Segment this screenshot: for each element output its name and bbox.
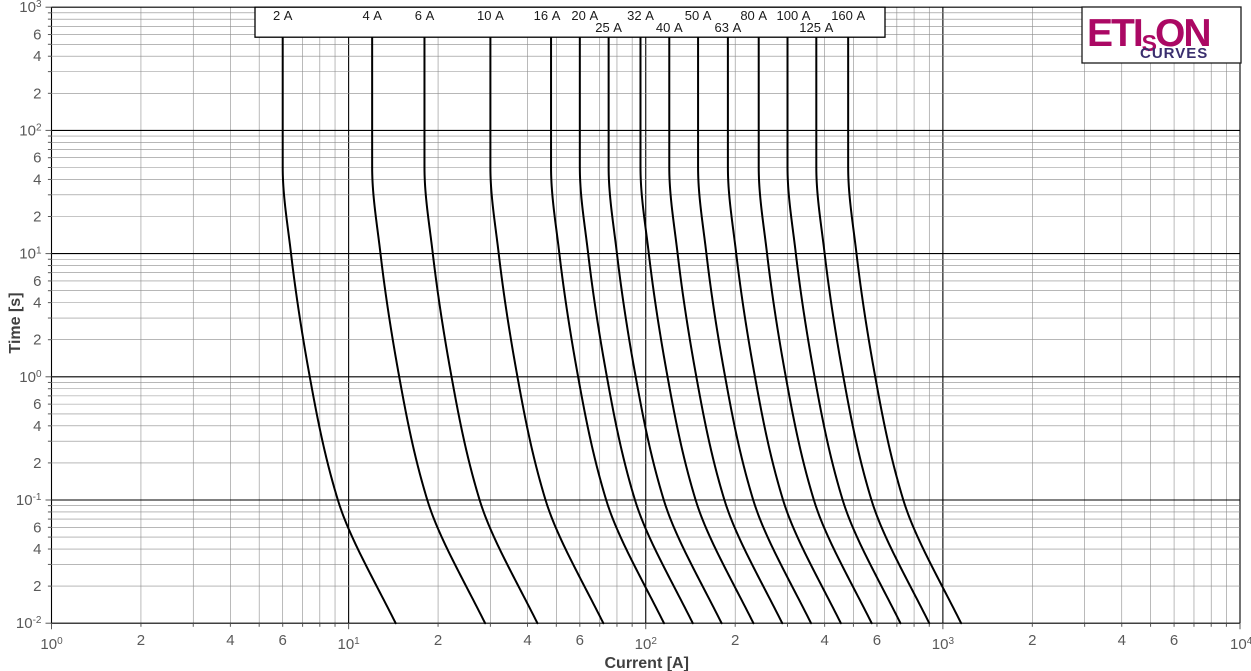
svg-text:6: 6 — [33, 273, 41, 290]
svg-text:2: 2 — [137, 632, 145, 649]
svg-text:16 A: 16 A — [534, 8, 561, 23]
svg-text:4: 4 — [33, 295, 41, 312]
svg-text:6: 6 — [279, 632, 287, 649]
svg-text:6: 6 — [576, 632, 584, 649]
svg-text:125 A: 125 A — [799, 20, 833, 35]
svg-text:6: 6 — [33, 519, 41, 536]
svg-text:2: 2 — [731, 632, 739, 649]
svg-text:4: 4 — [33, 171, 41, 188]
svg-text:4: 4 — [523, 632, 531, 649]
svg-text:2: 2 — [434, 632, 442, 649]
svg-text:2: 2 — [1028, 632, 1036, 649]
svg-text:32 A: 32 A — [627, 8, 654, 23]
svg-text:160 A: 160 A — [831, 8, 865, 23]
svg-text:2: 2 — [33, 455, 41, 472]
svg-text:6: 6 — [1170, 632, 1178, 649]
svg-text:80 A: 80 A — [740, 8, 767, 23]
svg-text:4: 4 — [33, 48, 41, 65]
svg-text:2: 2 — [33, 332, 41, 349]
svg-text:2: 2 — [33, 578, 41, 595]
svg-text:4: 4 — [33, 418, 41, 435]
svg-text:63 A: 63 A — [715, 20, 742, 35]
svg-text:10 A: 10 A — [477, 8, 504, 23]
svg-text:6: 6 — [873, 632, 881, 649]
svg-text:CURVES: CURVES — [1140, 45, 1208, 62]
svg-text:Current [A]: Current [A] — [605, 655, 689, 671]
svg-text:6: 6 — [33, 396, 41, 413]
svg-text:25 A: 25 A — [595, 20, 622, 35]
svg-text:4: 4 — [226, 632, 234, 649]
svg-text:4: 4 — [33, 541, 41, 558]
svg-text:4: 4 — [820, 632, 828, 649]
svg-text:40 A: 40 A — [656, 20, 683, 35]
svg-text:2: 2 — [33, 209, 41, 226]
svg-text:Time [s]: Time [s] — [7, 292, 24, 353]
svg-text:50 A: 50 A — [685, 8, 712, 23]
svg-text:4 A: 4 A — [362, 8, 382, 23]
svg-text:6: 6 — [33, 27, 41, 44]
svg-text:4: 4 — [1118, 632, 1126, 649]
svg-text:2 A: 2 A — [273, 8, 293, 23]
svg-text:6 A: 6 A — [415, 8, 435, 23]
svg-text:2: 2 — [33, 85, 41, 102]
svg-text:6: 6 — [33, 150, 41, 167]
